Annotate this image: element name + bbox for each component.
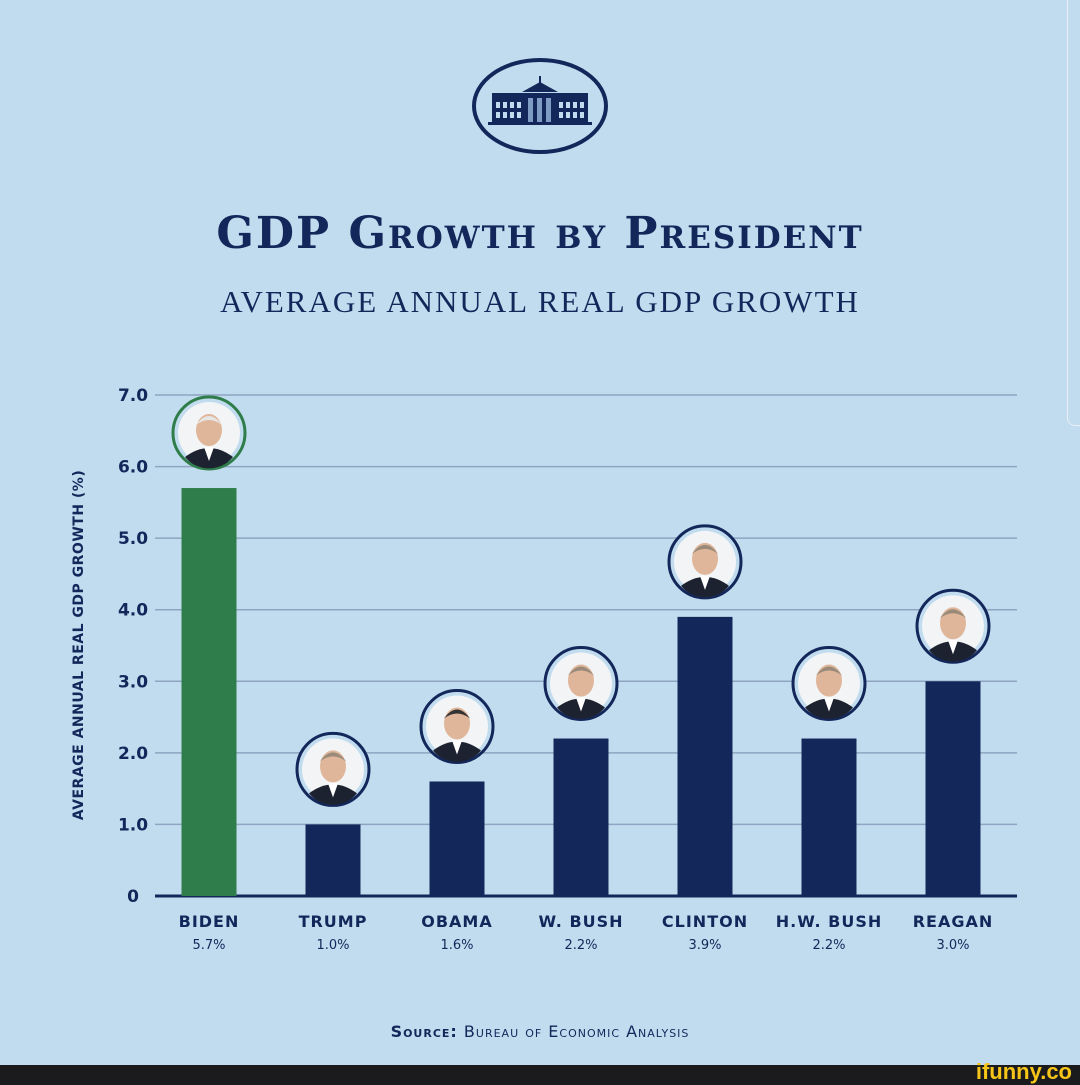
y-tick-label: 4.0 [118, 601, 148, 621]
bar-hwbush [801, 738, 857, 896]
x-category-label: CLINTON [662, 912, 748, 931]
bar-chart: 0 1.0 2.0 3.0 4.0 5.0 6.0 7.0 AVERAGE ANNUAL RE… [71, 386, 1017, 953]
source-note: Source: Bureau of Economic Analysis [0, 1022, 1080, 1041]
bar-biden [181, 488, 237, 896]
chart-subtitle: AVERAGE ANNUAL REAL GDP GROWTH [220, 284, 860, 319]
y-tick-label: 6.0 [118, 458, 148, 478]
y-tick-label: 0 [127, 887, 139, 907]
source-text: Bureau of Economic Analysis [463, 1022, 690, 1041]
portrait-photo-icon [419, 688, 495, 764]
y-tick-label: 3.0 [118, 672, 148, 692]
y-tick-label: 7.0 [118, 386, 148, 406]
portrait-photo-icon [295, 731, 371, 807]
portrait-photo-icon [171, 395, 247, 471]
chart-title: GDP Growth by President [216, 208, 864, 259]
bar-obama [429, 781, 485, 896]
portrait-photo-icon [543, 646, 619, 722]
x-category-label: REAGAN [913, 912, 994, 931]
x-category-label: TRUMP [299, 912, 368, 931]
ifunny-watermark: ifunny.co [975, 1059, 1072, 1084]
value-label: 3.0% [936, 938, 969, 953]
watermark-bar: ifunny.co [0, 1059, 1080, 1085]
value-label: 2.2% [812, 938, 845, 953]
x-category-label: OBAMA [421, 912, 492, 931]
y-tick-label: 1.0 [118, 815, 148, 835]
y-tick-label: 2.0 [118, 744, 148, 764]
y-tick-label: 5.0 [118, 529, 148, 549]
screen-edge-frame [1067, 0, 1080, 426]
value-label: 5.7% [192, 938, 225, 953]
value-label: 1.0% [316, 938, 349, 953]
x-category-label: BIDEN [179, 912, 240, 931]
bar-reagan [925, 681, 981, 896]
y-axis-title: AVERAGE ANNUAL REAL GDP GROWTH (%) [71, 470, 87, 820]
source-label: Source: [390, 1022, 458, 1041]
x-category-label: W. BUSH [538, 912, 623, 931]
bar-wbush [553, 738, 609, 896]
bar-clinton [677, 616, 733, 896]
value-label: 1.6% [440, 938, 473, 953]
value-label: 3.9% [688, 938, 721, 953]
bar-trump [305, 824, 361, 896]
portrait-photo-icon [791, 646, 867, 722]
portrait-photo-icon [915, 588, 991, 664]
white-house-seal-icon [472, 58, 608, 154]
x-category-label: H.W. BUSH [776, 912, 883, 931]
portrait-photo-icon [667, 524, 743, 600]
value-label: 2.2% [564, 938, 597, 953]
